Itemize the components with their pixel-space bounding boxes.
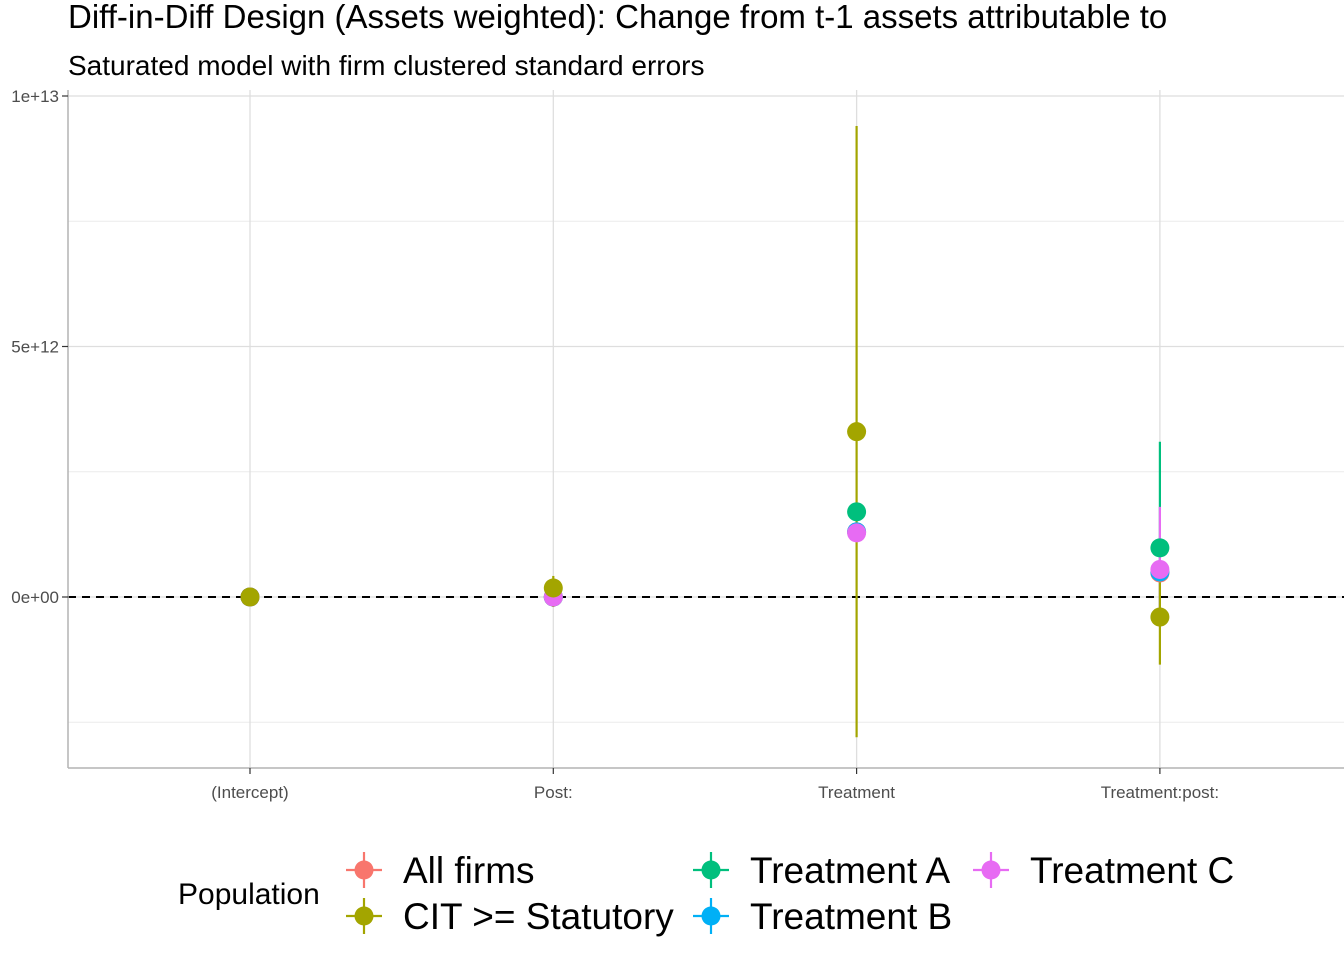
y-tick-label: 1e+13: [11, 87, 59, 106]
y-axis-ticks: 0e+00 5e+12 1e+13: [11, 87, 68, 607]
legend-key-point: [354, 906, 374, 926]
plot-panel: [67, 90, 1344, 769]
chart-subtitle: Saturated model with firm clustered stan…: [68, 50, 705, 81]
y-tick-label: 5e+12: [11, 338, 59, 357]
panel-border: [68, 90, 1344, 768]
legend-label: All firms: [403, 850, 535, 891]
point-estimate: [1150, 607, 1170, 627]
legend-title: Population: [178, 878, 320, 911]
legend-key-point: [701, 906, 721, 926]
legend-label: Treatment C: [1030, 850, 1234, 891]
point-estimates: [240, 422, 1170, 627]
legend-item: Treatment B: [693, 896, 952, 937]
legend-items: All firms CIT >= Statutory Treatment A Trea…: [346, 850, 1234, 937]
x-axis-ticks: (Intercept) Post: Treatment Treatment:post:: [211, 768, 1219, 802]
point-estimate: [240, 587, 260, 607]
point-estimate: [1150, 559, 1170, 579]
legend-item: All firms: [346, 850, 535, 891]
x-tick-label: Post:: [534, 783, 573, 802]
point-estimate: [847, 502, 867, 522]
legend-item: Treatment C: [973, 850, 1234, 891]
chart-title: Diff-in-Diff Design (Assets weighted): C…: [68, 0, 1167, 35]
legend-key-point: [701, 860, 721, 880]
point-estimate: [847, 422, 867, 442]
legend-item: CIT >= Statutory: [346, 896, 674, 937]
point-estimate: [543, 578, 563, 598]
x-tick-label: Treatment: [818, 783, 895, 802]
x-tick-label: Treatment:post:: [1101, 783, 1219, 802]
legend-label: Treatment A: [750, 850, 950, 891]
legend: Population All firms CIT >= Statutory Trea…: [178, 850, 1234, 937]
legend-label: Treatment B: [750, 896, 952, 937]
point-estimate: [1150, 538, 1170, 558]
legend-item: Treatment A: [693, 850, 950, 891]
point-estimate: [847, 523, 867, 543]
legend-label: CIT >= Statutory: [403, 896, 674, 937]
legend-key-point: [981, 860, 1001, 880]
y-tick-label: 0e+00: [11, 588, 59, 607]
x-tick-label: (Intercept): [211, 783, 288, 802]
legend-key-point: [354, 860, 374, 880]
